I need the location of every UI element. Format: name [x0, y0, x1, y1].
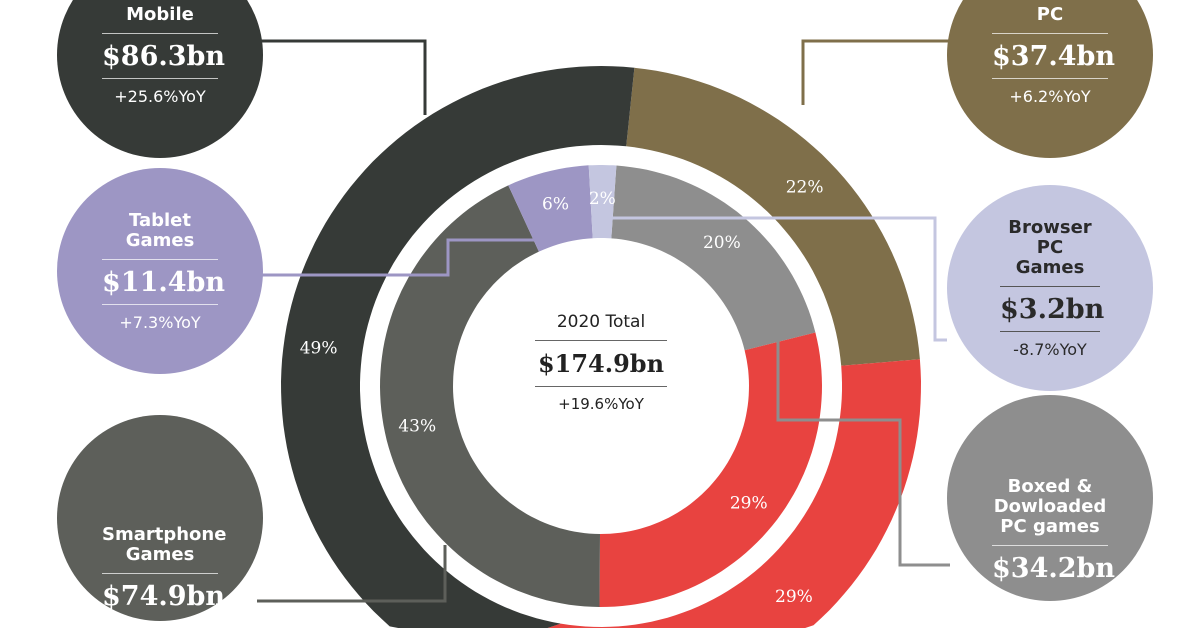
- bubble-name: Smartphone Games: [102, 525, 226, 574]
- bubble-name: Mobile: [102, 4, 218, 34]
- inner-label-3: 6%: [542, 195, 569, 215]
- connector-line-5: [776, 300, 950, 567]
- outer-label-1: 29%: [775, 587, 813, 607]
- center-value: $174.9bn: [535, 341, 667, 387]
- bubble-boxed: Boxed & Dowloaded PC games $34.2bn: [947, 395, 1153, 601]
- connector-line-3: [801, 39, 950, 105]
- inner-slice-1: [599, 332, 822, 607]
- outer-slice-2: [281, 66, 635, 628]
- inner-slice-2: [380, 185, 600, 607]
- inner-label-4: 2%: [589, 189, 616, 209]
- bubble-value: $74.9bn: [102, 581, 226, 612]
- bubble-name: Tablet Games: [102, 210, 218, 260]
- connector-line-0: [257, 39, 427, 115]
- inner-label-2: 43%: [398, 417, 436, 437]
- connector-line-2: [257, 545, 447, 603]
- outer-slice-1: [547, 359, 921, 628]
- bubble-browser: Browser PC Games $3.2bn -8.7%YoY: [947, 185, 1153, 391]
- bubble-name: PC: [992, 4, 1108, 34]
- bubble-tablet: Tablet Games $11.4bn +7.3%YoY: [57, 168, 263, 374]
- inner-slice-0: [611, 165, 816, 351]
- inner-slice-3: [508, 165, 593, 252]
- bubble-yoy: -8.7%YoY: [1013, 339, 1087, 359]
- outer-label-2: 49%: [300, 338, 338, 358]
- bubble-value: $86.3bn: [102, 34, 225, 79]
- bubble-name: Browser PC Games: [1000, 217, 1100, 287]
- center-total: 2020 Total $174.9bn +19.6%YoY: [535, 312, 667, 413]
- bubble-smartphone: Smartphone Games $74.9bn: [57, 415, 263, 621]
- bubble-value: $37.4bn: [992, 34, 1115, 79]
- center-title: 2020 Total: [535, 312, 667, 341]
- bubble-value: $34.2bn: [992, 553, 1116, 584]
- connector-line-1: [257, 238, 540, 277]
- bubble-value: $3.2bn: [1000, 287, 1104, 332]
- inner-label-0: 20%: [703, 233, 741, 253]
- inner-slice-4: [588, 165, 617, 239]
- inner-label-1: 29%: [730, 493, 768, 513]
- bubble-yoy: +25.6%YoY: [114, 86, 206, 106]
- bubble-yoy: +6.2%YoY: [1009, 86, 1091, 106]
- bubble-mobile: Mobile $86.3bn +25.6%YoY: [57, 0, 263, 158]
- outer-label-0: 22%: [786, 178, 824, 198]
- connector-line-4: [605, 216, 947, 342]
- center-yoy: +19.6%YoY: [558, 395, 644, 413]
- bubble-yoy: +7.3%YoY: [119, 312, 201, 332]
- bubble-value: $11.4bn: [102, 260, 225, 305]
- bubble-name: Boxed & Dowloaded PC games: [992, 477, 1108, 546]
- bubble-pc: PC $37.4bn +6.2%YoY: [947, 0, 1153, 158]
